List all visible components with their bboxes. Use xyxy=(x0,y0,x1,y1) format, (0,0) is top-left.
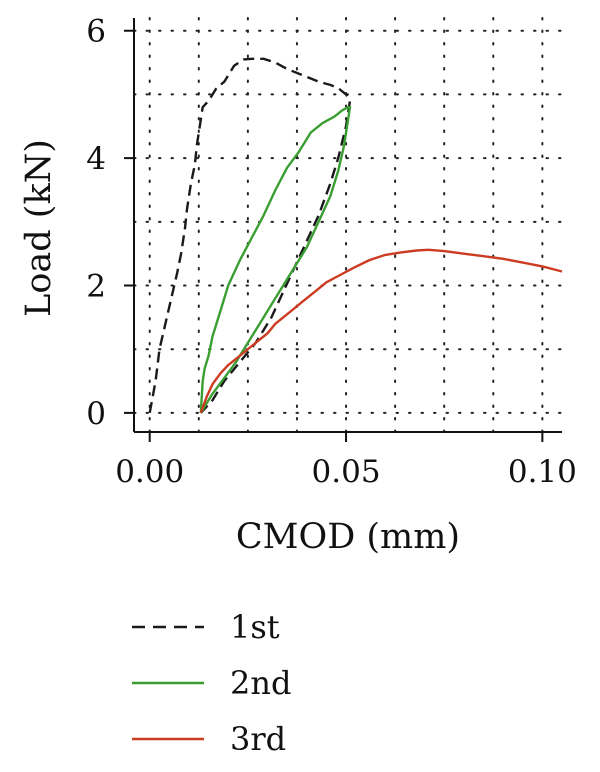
series-group xyxy=(148,57,563,414)
axes xyxy=(124,18,562,442)
x-axis-label: CMOD (mm) xyxy=(236,517,460,557)
grid-lines xyxy=(133,17,563,433)
y-tick-label-1: 2 xyxy=(86,269,106,305)
y-tick-label-2: 4 xyxy=(86,141,106,177)
legend-label-1st: 1st xyxy=(230,608,280,646)
legend-label-3rd: 3rd xyxy=(230,720,286,758)
y-axis-label: Load (kN) xyxy=(19,139,59,317)
x-tick-label-0: 0.00 xyxy=(115,454,184,490)
tick-labels: 0.00 0.05 0.10 0 2 4 6 xyxy=(86,14,577,490)
series-line-1st xyxy=(148,57,352,414)
x-tick-label-1: 0.05 xyxy=(312,454,381,490)
x-tick-label-2: 0.10 xyxy=(508,454,577,490)
y-tick-label-3: 6 xyxy=(86,14,106,50)
series-line-3rd xyxy=(199,248,563,414)
y-tick-label-0: 0 xyxy=(86,396,106,432)
legend: 1st 2nd 3rd xyxy=(132,608,291,758)
series-line-2nd xyxy=(199,105,352,414)
legend-label-2nd: 2nd xyxy=(230,664,291,702)
